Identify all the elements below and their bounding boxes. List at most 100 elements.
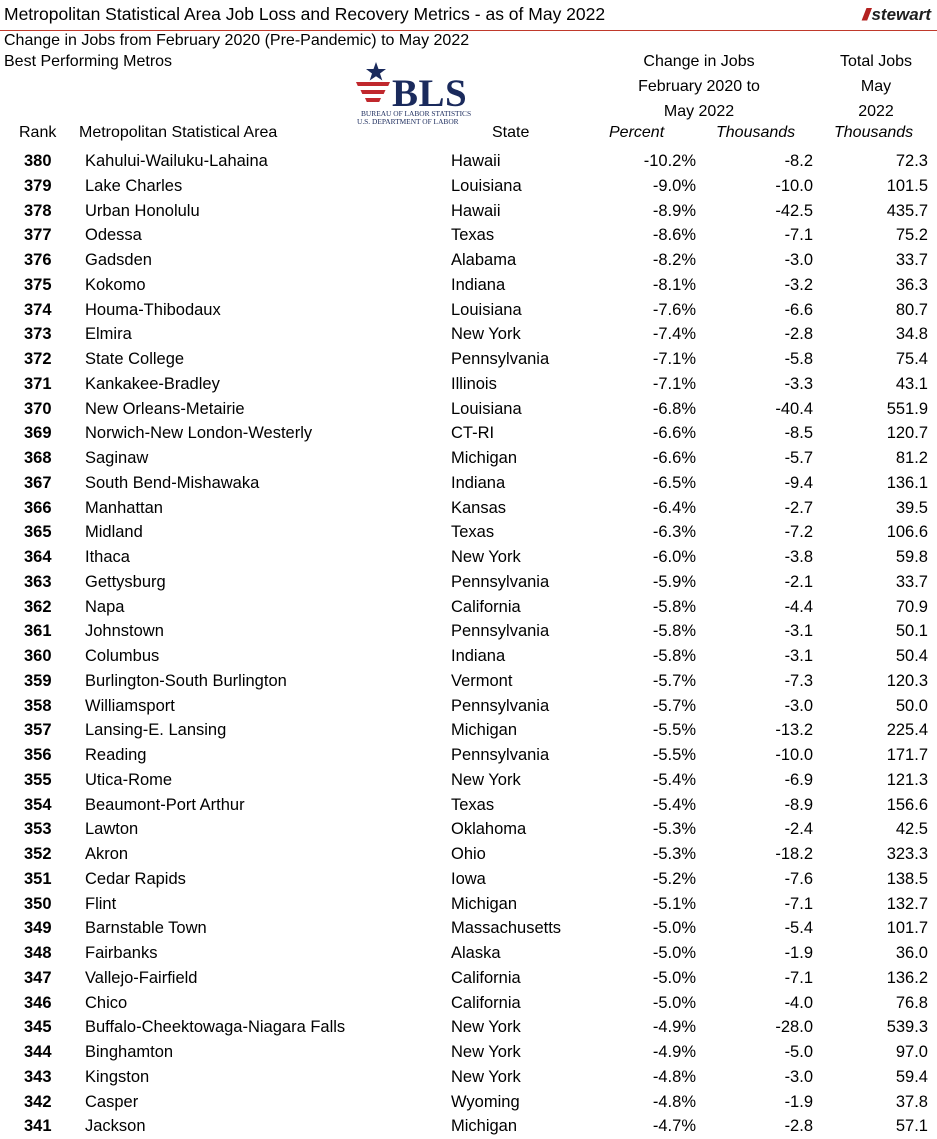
- msa-cell: Urban Honolulu: [85, 201, 200, 220]
- rank-cell: 353: [24, 820, 52, 839]
- state-cell: Texas: [451, 795, 495, 814]
- rank-cell: 342: [24, 1092, 52, 1111]
- msa-cell: Barnstable Town: [85, 919, 207, 938]
- percent-cell: -8.6%: [652, 226, 696, 245]
- table-row: 343 Kingston New York -4.8% -3.0 59.4: [0, 1065, 937, 1090]
- percent-cell: -5.0%: [652, 993, 696, 1012]
- total-jobs-cell: 50.1: [895, 622, 928, 641]
- table-row: 345 Buffalo-Cheektowaga-Niagara Falls New …: [0, 1015, 937, 1040]
- rank-cell: 344: [24, 1043, 52, 1061]
- state-cell: California: [451, 597, 521, 616]
- rank-cell: 343: [24, 1067, 52, 1086]
- thousands-cell: -3.8: [784, 548, 813, 566]
- bls-logo: BLS BUREAU OF LABOR STATISTICS U.S. DEPA…: [354, 62, 480, 128]
- thousands-cell: -7.1: [784, 226, 813, 245]
- table-row: 355 Utica-Rome New York -5.4% -6.9 121.3: [0, 768, 937, 793]
- msa-cell: Lawton: [85, 820, 139, 839]
- state-cell: Ohio: [451, 845, 486, 863]
- table-row: 359 Burlington-South Burlington Vermont -5.…: [0, 669, 937, 694]
- table-row: 344 Binghamton New York -4.9% -5.0 97.0: [0, 1040, 937, 1065]
- rank-cell: 377: [24, 226, 52, 245]
- stewart-slash-icon: ///: [862, 5, 870, 24]
- percent-cell: -6.6%: [652, 449, 696, 467]
- percent-cell: -4.9%: [652, 1018, 696, 1037]
- state-cell: Michigan: [451, 721, 518, 740]
- thousands-cell: -8.9: [784, 795, 813, 814]
- total-jobs-cell: 36.3: [895, 275, 928, 294]
- state-cell: Wyoming: [451, 1092, 520, 1111]
- rank-cell: 357: [24, 721, 52, 740]
- table-row: 368 Saginaw Michigan -6.6% -5.7 81.2: [0, 446, 937, 471]
- table-row: 347 Vallejo-Fairfield California -5.0% -7.1 1…: [0, 966, 937, 991]
- table-row: 379 Lake Charles Louisiana -9.0% -10.0 101.5: [0, 174, 937, 199]
- thousands-cell: -18.2: [775, 845, 813, 863]
- table-row: 342 Casper Wyoming -4.8% -1.9 37.8: [0, 1090, 937, 1115]
- msa-cell: State College: [85, 350, 185, 368]
- total-jobs-cell: 39.5: [895, 498, 928, 517]
- thousands-cell: -8.5: [784, 424, 813, 443]
- total-jobs-cell: 106.6: [886, 523, 928, 542]
- state-cell: Vermont: [451, 671, 513, 690]
- table-row: 358 Williamsport Pennsylvania -5.7% -3.0 50.0: [0, 694, 937, 719]
- table-row: 372 State College Pennsylvania -7.1% -5.8 75.…: [0, 347, 937, 372]
- percent-cell: -10.2%: [643, 152, 696, 170]
- total-jobs-cell: 57.1: [895, 1117, 928, 1136]
- table-row: 360 Columbus Indiana -5.8% -3.1 50.4: [0, 644, 937, 669]
- msa-cell: Cedar Rapids: [85, 869, 186, 888]
- total-jobs-cell: 37.8: [895, 1092, 928, 1111]
- rank-cell: 368: [24, 449, 52, 467]
- rank-cell: 345: [24, 1018, 52, 1037]
- rank-cell: 351: [24, 869, 52, 888]
- state-cell: Michigan: [451, 1117, 518, 1136]
- table-row: 377 Odessa Texas -8.6% -7.1 75.2: [0, 223, 937, 248]
- percent-cell: -5.3%: [652, 820, 696, 839]
- state-cell: Kansas: [451, 498, 507, 517]
- percent-cell: -5.8%: [652, 622, 696, 641]
- percent-cell: -5.9%: [652, 572, 696, 591]
- msa-cell: Midland: [85, 523, 143, 542]
- msa-cell: Saginaw: [85, 449, 149, 467]
- table-row: 366 Manhattan Kansas -6.4% -2.7 39.5: [0, 496, 937, 521]
- thousands-cell: -2.7: [784, 498, 813, 517]
- msa-cell: Gettysburg: [85, 572, 166, 591]
- percent-cell: -5.7%: [652, 696, 696, 715]
- percent-cell: -5.7%: [652, 671, 696, 690]
- msa-cell: Houma-Thibodaux: [85, 300, 221, 319]
- table-row: 374 Houma-Thibodaux Louisiana -7.6% -6.6 80.7: [0, 298, 937, 323]
- change-in-jobs-header: Change in Jobs February 2020 to May 2022: [638, 53, 760, 120]
- table-row: 365 Midland Texas -6.3% -7.2 106.6: [0, 520, 937, 545]
- msa-cell: New Orleans-Metairie: [85, 399, 245, 418]
- percent-cell: -7.1%: [652, 350, 696, 368]
- thousands-cell: -7.2: [784, 523, 813, 542]
- table-row: 378 Urban Honolulu Hawaii -8.9% -42.5 435.7: [0, 199, 937, 224]
- percent-cell: -7.4%: [652, 325, 696, 344]
- msa-cell: Manhattan: [85, 498, 163, 517]
- percent-cell: -4.8%: [652, 1092, 696, 1111]
- thousands-cell: -3.0: [784, 696, 813, 715]
- msa-cell: Lake Charles: [85, 176, 183, 195]
- msa-cell: Jackson: [85, 1117, 146, 1136]
- rank-cell: 356: [24, 746, 52, 764]
- state-cell: Michigan: [451, 894, 518, 913]
- rank-cell: 372: [24, 350, 52, 368]
- bls-abbreviation: BLS: [392, 72, 468, 115]
- state-cell: Indiana: [451, 275, 506, 294]
- state-cell: Massachusetts: [451, 919, 562, 938]
- state-cell: Pennsylvania: [451, 350, 550, 368]
- total-jobs-cell: 97.0: [895, 1043, 928, 1061]
- column-header-state: State: [492, 124, 530, 141]
- table-row: 356 Reading Pennsylvania -5.5% -10.0 171.7: [0, 743, 937, 768]
- msa-cell: Akron: [85, 845, 129, 863]
- column-header-msa: Metropolitan Statistical Area: [79, 124, 278, 141]
- state-cell: Louisiana: [451, 176, 522, 195]
- thousands-cell: -3.2: [784, 275, 813, 294]
- percent-cell: -7.6%: [652, 300, 696, 319]
- percent-cell: -6.8%: [652, 399, 696, 418]
- total-jobs-cell: 75.2: [895, 226, 928, 245]
- total-jobs-cell: 75.4: [895, 350, 928, 368]
- rank-cell: 371: [24, 374, 52, 393]
- msa-cell: Casper: [85, 1092, 139, 1111]
- rank-cell: 352: [24, 845, 52, 863]
- state-cell: Michigan: [451, 449, 518, 467]
- rank-cell: 341: [24, 1117, 52, 1136]
